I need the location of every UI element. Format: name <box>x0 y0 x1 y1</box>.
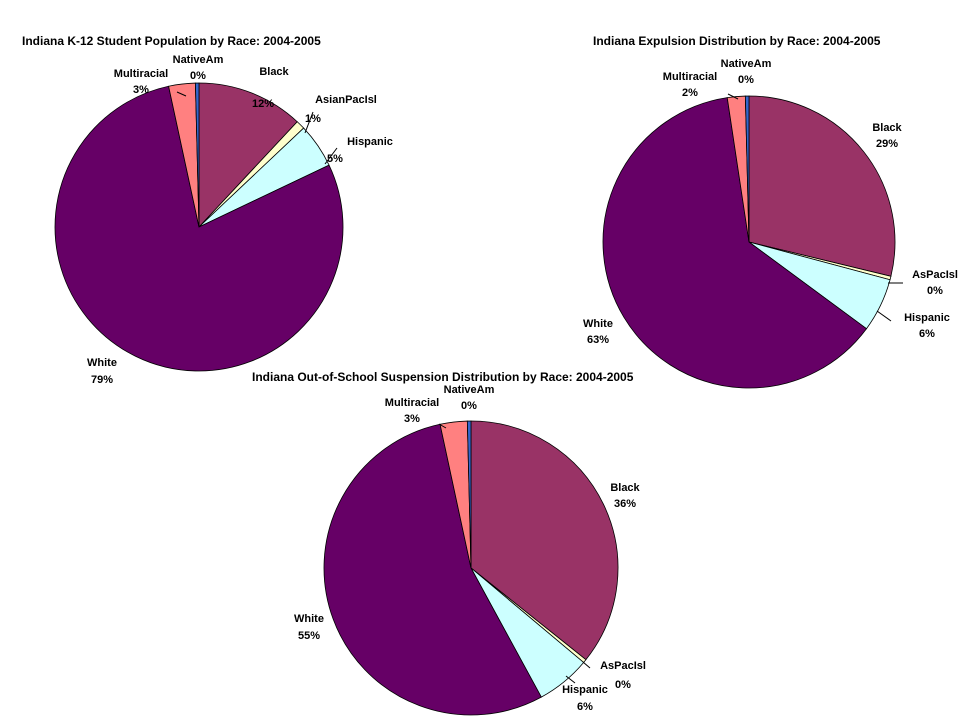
leader-line-aspacisl <box>582 661 591 669</box>
leader-line-hispanic <box>876 310 892 322</box>
slice-value-black: 12% <box>252 98 274 110</box>
slice-label-multiracial: Multiracial <box>114 68 168 80</box>
pie-slice-nativeam <box>466 420 472 569</box>
pie-slice-white <box>323 423 542 716</box>
pie-slice-nativeam <box>744 95 750 243</box>
slice-value-aspacisl: 0% <box>927 285 943 297</box>
slice-value-white: 63% <box>587 334 609 346</box>
slice-label-white: White <box>87 357 117 369</box>
slice-value-black: 29% <box>876 138 898 150</box>
chart-title-suspension: Indiana Out-of-School Suspension Distrib… <box>252 370 634 384</box>
slice-value-hispanic: 5% <box>327 153 343 165</box>
leader-line-asianpacisl <box>304 111 314 134</box>
slice-value-white: 79% <box>91 374 113 386</box>
chart-title-expulsion: Indiana Expulsion Distribution by Race: … <box>593 34 881 48</box>
slice-label-aspacisl: AsPacIsl <box>912 269 958 281</box>
slice-label-nativeam: NativeAm <box>444 384 495 396</box>
leader-line-multiracial <box>438 423 447 429</box>
leader-line-multiracial <box>727 93 739 100</box>
slice-label-black: Black <box>872 122 902 134</box>
slice-label-white: White <box>583 318 613 330</box>
slice-value-aspacisl: 0% <box>615 679 631 691</box>
slice-label-hispanic: Hispanic <box>904 312 950 324</box>
slice-label-hispanic: Hispanic <box>347 136 393 148</box>
slice-value-nativeam: 0% <box>738 74 754 86</box>
slice-label-multiracial: Multiracial <box>663 71 717 83</box>
slice-label-aspacisl: AsPacIsl <box>600 660 646 672</box>
leader-line-hispanic <box>324 147 338 165</box>
pie-slice-black <box>470 420 619 661</box>
slice-label-black: Black <box>259 66 289 78</box>
slice-label-asianpacisl: AsianPacIsl <box>315 94 377 106</box>
slice-value-black: 36% <box>614 498 636 510</box>
slice-label-black: Black <box>610 482 640 494</box>
slice-value-nativeam: 0% <box>190 70 206 82</box>
slice-value-nativeam: 0% <box>461 400 477 412</box>
leader-line-multiracial <box>176 91 187 97</box>
slice-label-multiracial: Multiracial <box>385 397 439 409</box>
pie-slice-black <box>748 95 896 277</box>
chart-title-student-population: Indiana K-12 Student Population by Race:… <box>22 34 321 48</box>
pie-slice-white <box>602 97 868 389</box>
leader-line-hispanic <box>565 675 576 684</box>
slice-value-hispanic: 6% <box>919 328 935 340</box>
slice-label-hispanic: Hispanic <box>562 684 608 696</box>
slice-value-multiracial: 3% <box>404 413 420 425</box>
pie-slice-white <box>54 85 344 372</box>
slice-value-multiracial: 2% <box>682 87 698 99</box>
slice-value-multiracial: 3% <box>133 84 149 96</box>
slice-value-hispanic: 6% <box>577 701 593 713</box>
slice-label-white: White <box>294 613 324 625</box>
slice-value-asianpacisl: 1% <box>305 113 321 125</box>
slice-label-nativeam: NativeAm <box>721 58 772 70</box>
slice-label-nativeam: NativeAm <box>173 54 224 66</box>
slice-value-white: 55% <box>298 630 320 642</box>
pie-slice-nativeam <box>194 82 200 228</box>
pie-slice-black <box>198 82 298 229</box>
